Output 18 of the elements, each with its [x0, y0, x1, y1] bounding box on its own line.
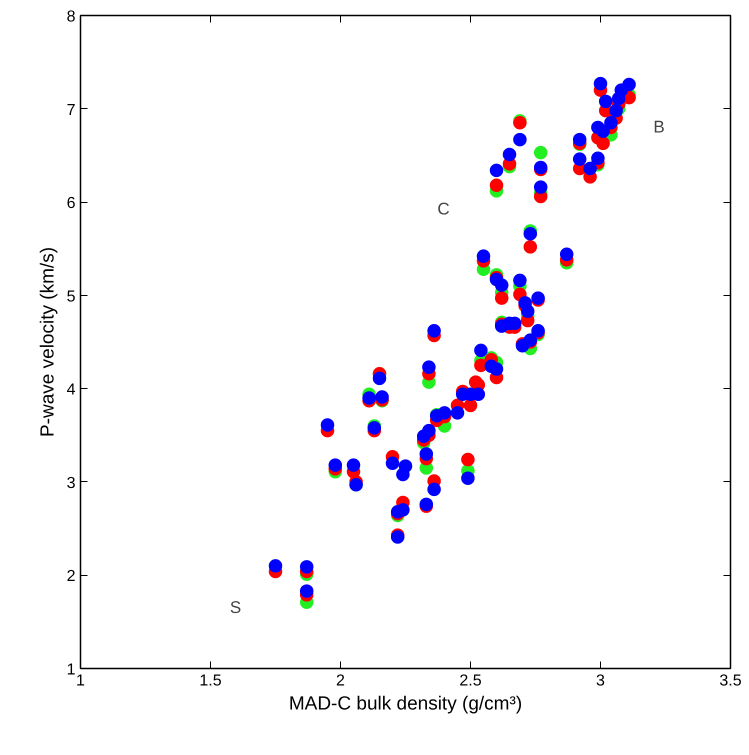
- y-tick-label: 6: [66, 195, 76, 212]
- x-tick-label: 3.5: [719, 672, 742, 690]
- annotation: S: [230, 598, 242, 617]
- y-tick-label: 3: [66, 474, 76, 492]
- x-tick-label: 2.5: [459, 672, 482, 690]
- y-tick-label: 7: [66, 102, 76, 119]
- y-tick-label: 2: [66, 568, 76, 586]
- y-tick-label: 5: [66, 288, 76, 306]
- y-tick-label: 4: [66, 382, 76, 399]
- y-tick-label: 8: [66, 8, 76, 26]
- x-tick-label: 3: [596, 672, 606, 690]
- x-tick-label: 2: [336, 672, 346, 690]
- annotation: B: [653, 117, 665, 136]
- annotation: C: [437, 200, 450, 219]
- y-tick-label: 1: [66, 662, 76, 678]
- x-tick-label: 1.5: [199, 672, 222, 690]
- y-axis-title: P-wave velocity (km/s): [38, 246, 59, 438]
- x-axis-title: MAD-C bulk density (g/cm³): [288, 694, 522, 714]
